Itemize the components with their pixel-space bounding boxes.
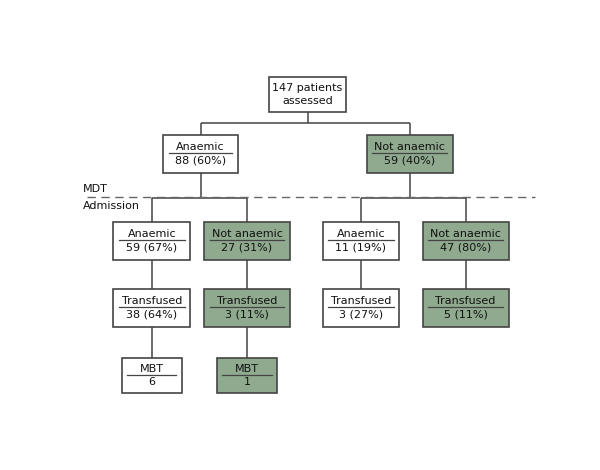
Text: 6: 6 bbox=[148, 377, 155, 387]
Text: Transfused: Transfused bbox=[122, 296, 182, 306]
Text: MBT: MBT bbox=[140, 364, 164, 374]
Text: Transfused: Transfused bbox=[436, 296, 496, 306]
Bar bbox=[204, 222, 290, 260]
Bar bbox=[367, 135, 453, 173]
Text: 11 (19%): 11 (19%) bbox=[335, 243, 386, 253]
Bar bbox=[204, 289, 290, 327]
Text: Transfused: Transfused bbox=[331, 296, 391, 306]
Text: MBT: MBT bbox=[235, 364, 259, 374]
Text: 47 (80%): 47 (80%) bbox=[440, 243, 491, 253]
Bar bbox=[269, 77, 346, 111]
Bar bbox=[422, 289, 509, 327]
Text: 88 (60%): 88 (60%) bbox=[175, 156, 226, 166]
Text: Not anaemic: Not anaemic bbox=[430, 229, 501, 239]
Text: 147 patients: 147 patients bbox=[272, 83, 343, 93]
Text: 59 (67%): 59 (67%) bbox=[126, 243, 177, 253]
Bar bbox=[163, 135, 238, 173]
Text: 38 (64%): 38 (64%) bbox=[126, 310, 177, 320]
Bar bbox=[323, 289, 400, 327]
Text: assessed: assessed bbox=[282, 95, 333, 106]
Text: Anaemic: Anaemic bbox=[176, 142, 225, 152]
Text: 3 (11%): 3 (11%) bbox=[225, 310, 269, 320]
Text: MDT: MDT bbox=[83, 184, 108, 194]
Text: Admission: Admission bbox=[83, 201, 140, 211]
Bar bbox=[217, 359, 277, 393]
Text: 5 (11%): 5 (11%) bbox=[443, 310, 488, 320]
Text: Not anaemic: Not anaemic bbox=[374, 142, 445, 152]
Bar bbox=[121, 359, 182, 393]
Bar bbox=[422, 222, 509, 260]
Text: Anaemic: Anaemic bbox=[127, 229, 176, 239]
Text: 27 (31%): 27 (31%) bbox=[221, 243, 272, 253]
Text: Anaemic: Anaemic bbox=[337, 229, 385, 239]
Bar bbox=[113, 222, 190, 260]
Text: Transfused: Transfused bbox=[217, 296, 277, 306]
Text: 3 (27%): 3 (27%) bbox=[339, 310, 383, 320]
Bar bbox=[113, 289, 190, 327]
Bar bbox=[323, 222, 400, 260]
Text: 1: 1 bbox=[244, 377, 251, 387]
Text: 59 (40%): 59 (40%) bbox=[384, 156, 436, 166]
Text: Not anaemic: Not anaemic bbox=[212, 229, 283, 239]
